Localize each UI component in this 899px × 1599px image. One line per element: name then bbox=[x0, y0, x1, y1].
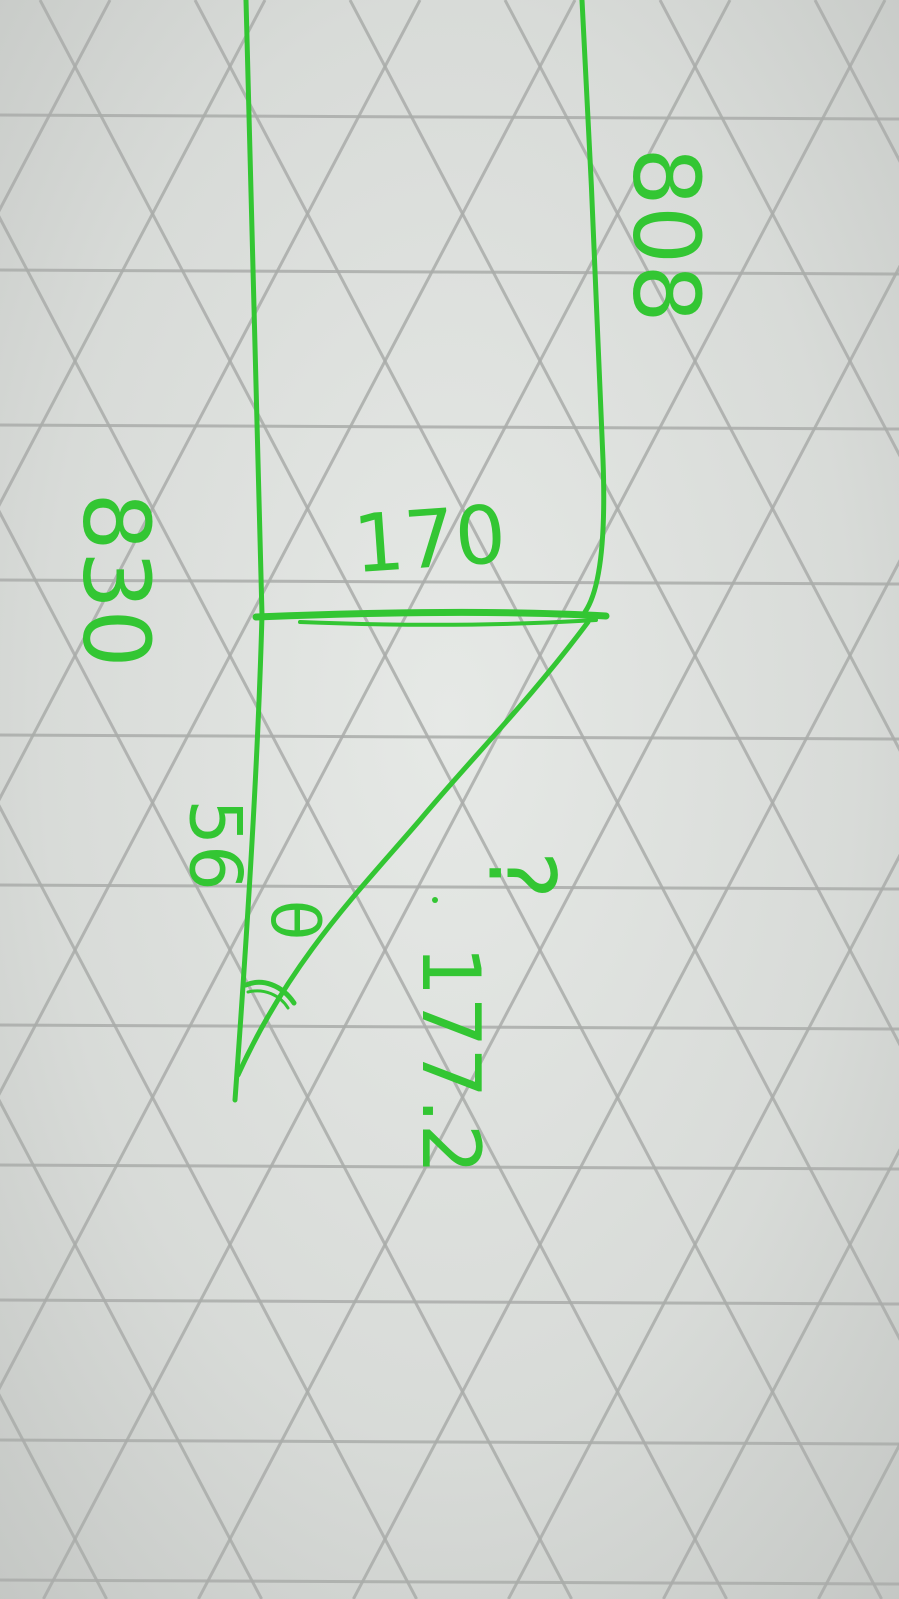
grid-line-22 bbox=[503, 0, 899, 752]
grid-line-17 bbox=[0, 509, 573, 1599]
grid-line-33 bbox=[0, 0, 577, 1096]
grid-line-21 bbox=[348, 0, 899, 1047]
grid-line-2 bbox=[0, 423, 899, 431]
label-left-height: 830 bbox=[63, 492, 170, 668]
crossbar-line-2 bbox=[298, 618, 598, 627]
label-lower-segment: 56 bbox=[173, 799, 257, 891]
angle-arc bbox=[243, 979, 297, 1006]
grid-line-16 bbox=[0, 804, 418, 1599]
grid-line-7 bbox=[0, 1163, 899, 1171]
right-vertical-line bbox=[579, 0, 607, 615]
label-angle-theta: θ bbox=[256, 900, 333, 940]
grid-line-3 bbox=[0, 578, 899, 586]
grid-line-8 bbox=[0, 1298, 899, 1306]
grid-line-19 bbox=[38, 0, 883, 1599]
grid-line-34 bbox=[0, 0, 732, 1391]
grid-line-0 bbox=[0, 113, 899, 121]
grid-line-36 bbox=[197, 264, 899, 1599]
grid-line-20 bbox=[193, 0, 899, 1341]
label-hypotenuse: 177.2 bbox=[404, 945, 497, 1174]
grid-line-38 bbox=[507, 853, 899, 1599]
hypotenuse-line bbox=[235, 619, 591, 1078]
grid-line-4 bbox=[0, 733, 899, 741]
label-right-height: 808 bbox=[613, 147, 720, 323]
grid-line-37 bbox=[352, 559, 899, 1599]
grid-line-39 bbox=[662, 1148, 899, 1599]
grid-line-18 bbox=[0, 215, 728, 1599]
grid-line-23 bbox=[658, 0, 899, 458]
green-sketch bbox=[232, 0, 610, 1103]
grid-line-6 bbox=[0, 1023, 899, 1031]
stray-dot bbox=[432, 897, 438, 903]
grid-line-5 bbox=[0, 883, 899, 891]
angle-arc-2 bbox=[246, 989, 290, 1010]
label-unknown-side: ? bbox=[468, 851, 575, 900]
crossbar-line bbox=[252, 608, 610, 621]
grid-line-1 bbox=[0, 268, 899, 276]
grid-line-15 bbox=[0, 1098, 263, 1599]
label-crossbar-width: 170 bbox=[350, 488, 509, 591]
grid-line-31 bbox=[0, 0, 267, 507]
grid-line-9 bbox=[0, 1438, 899, 1446]
grid-line-10 bbox=[0, 1578, 899, 1586]
grid-line-32 bbox=[0, 0, 422, 802]
grid-line-35 bbox=[42, 0, 887, 1599]
